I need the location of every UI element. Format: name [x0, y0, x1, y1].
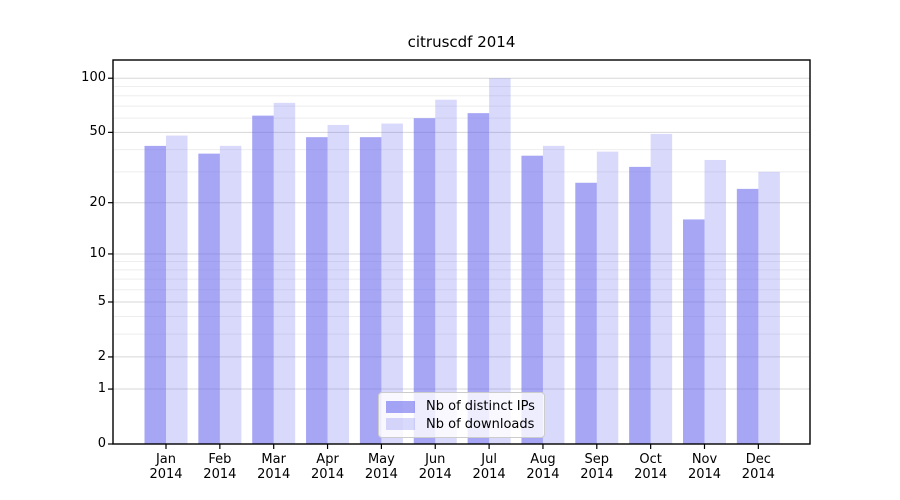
bar-downloads-oct: [650, 133, 673, 444]
y-tick-label-100: 100: [81, 70, 106, 86]
bar-downloads-jul: [489, 78, 511, 444]
bar-downloads-nov: [704, 159, 726, 444]
x-tick-label-oct: Oct 2014: [634, 452, 668, 482]
y-tick-label-20: 20: [89, 194, 106, 210]
bar-distinct-ips-jan: [144, 145, 166, 444]
bar-downloads-dec: [758, 171, 780, 445]
legend-swatch-downloads: [386, 418, 415, 431]
bar-distinct-ips-sep: [575, 182, 597, 444]
legend-label-downloads: Nb of downloads: [426, 416, 535, 432]
bar-downloads-jan: [166, 135, 188, 444]
bar-distinct-ips-apr: [306, 137, 328, 445]
y-tick-label-0: 0: [97, 436, 106, 451]
y-tick-label-50: 50: [89, 124, 106, 140]
x-tick-label-jul: Jul 2014: [472, 452, 506, 482]
bar-distinct-ips-jul: [467, 113, 490, 444]
bar-distinct-ips-dec: [736, 188, 759, 444]
bar-distinct-ips-aug: [521, 155, 543, 444]
bar-downloads-sep: [596, 151, 619, 444]
y-tick-label-1: 1: [97, 381, 106, 397]
x-tick-label-sep: Sep 2014: [580, 452, 614, 482]
x-tick-label-feb: Feb 2014: [203, 452, 237, 482]
y-tick-label-5: 5: [97, 293, 106, 309]
x-tick-label-mar: Mar 2014: [257, 452, 291, 482]
legend-entry-distinct-ips: Nb of distinct IPs: [386, 398, 536, 415]
bar-downloads-feb: [219, 145, 242, 444]
legend-swatch-distinct-ips: [386, 400, 415, 413]
chart-title: citruscdf 2014: [407, 33, 516, 51]
x-tick-label-dec: Dec 2014: [741, 452, 775, 482]
bar-distinct-ips-jun: [413, 118, 436, 444]
x-tick-label-nov: Nov 2014: [687, 452, 722, 482]
x-tick-label-jan: Jan 2014: [149, 452, 183, 482]
y-tick-label-10: 10: [89, 245, 106, 261]
legend: Nb of distinct IPs Nb of downloads: [378, 392, 545, 438]
bar-downloads-jun: [435, 99, 457, 444]
legend-label-distinct-ips: Nb of distinct IPs: [426, 399, 535, 415]
bar-downloads-apr: [327, 124, 350, 444]
x-tick-label-may: May 2014: [364, 452, 398, 482]
legend-entry-downloads: Nb of downloads: [386, 416, 536, 433]
x-tick-label-aug: Aug 2014: [526, 452, 560, 482]
bar-distinct-ips-mar: [252, 115, 274, 444]
bar-distinct-ips-feb: [198, 153, 220, 444]
bar-distinct-ips-nov: [683, 219, 705, 444]
bar-distinct-ips-may: [359, 137, 382, 445]
bar-distinct-ips-oct: [629, 166, 651, 444]
bar-downloads-mar: [273, 102, 296, 445]
axis-frame: [112, 59, 811, 445]
y-tick-label-2: 2: [97, 348, 106, 364]
bar-downloads-aug: [542, 145, 565, 444]
x-tick-label-jun: Jun 2014: [418, 452, 452, 482]
x-tick-label-apr: Apr 2014: [311, 452, 345, 482]
bar-downloads-may: [381, 123, 403, 444]
